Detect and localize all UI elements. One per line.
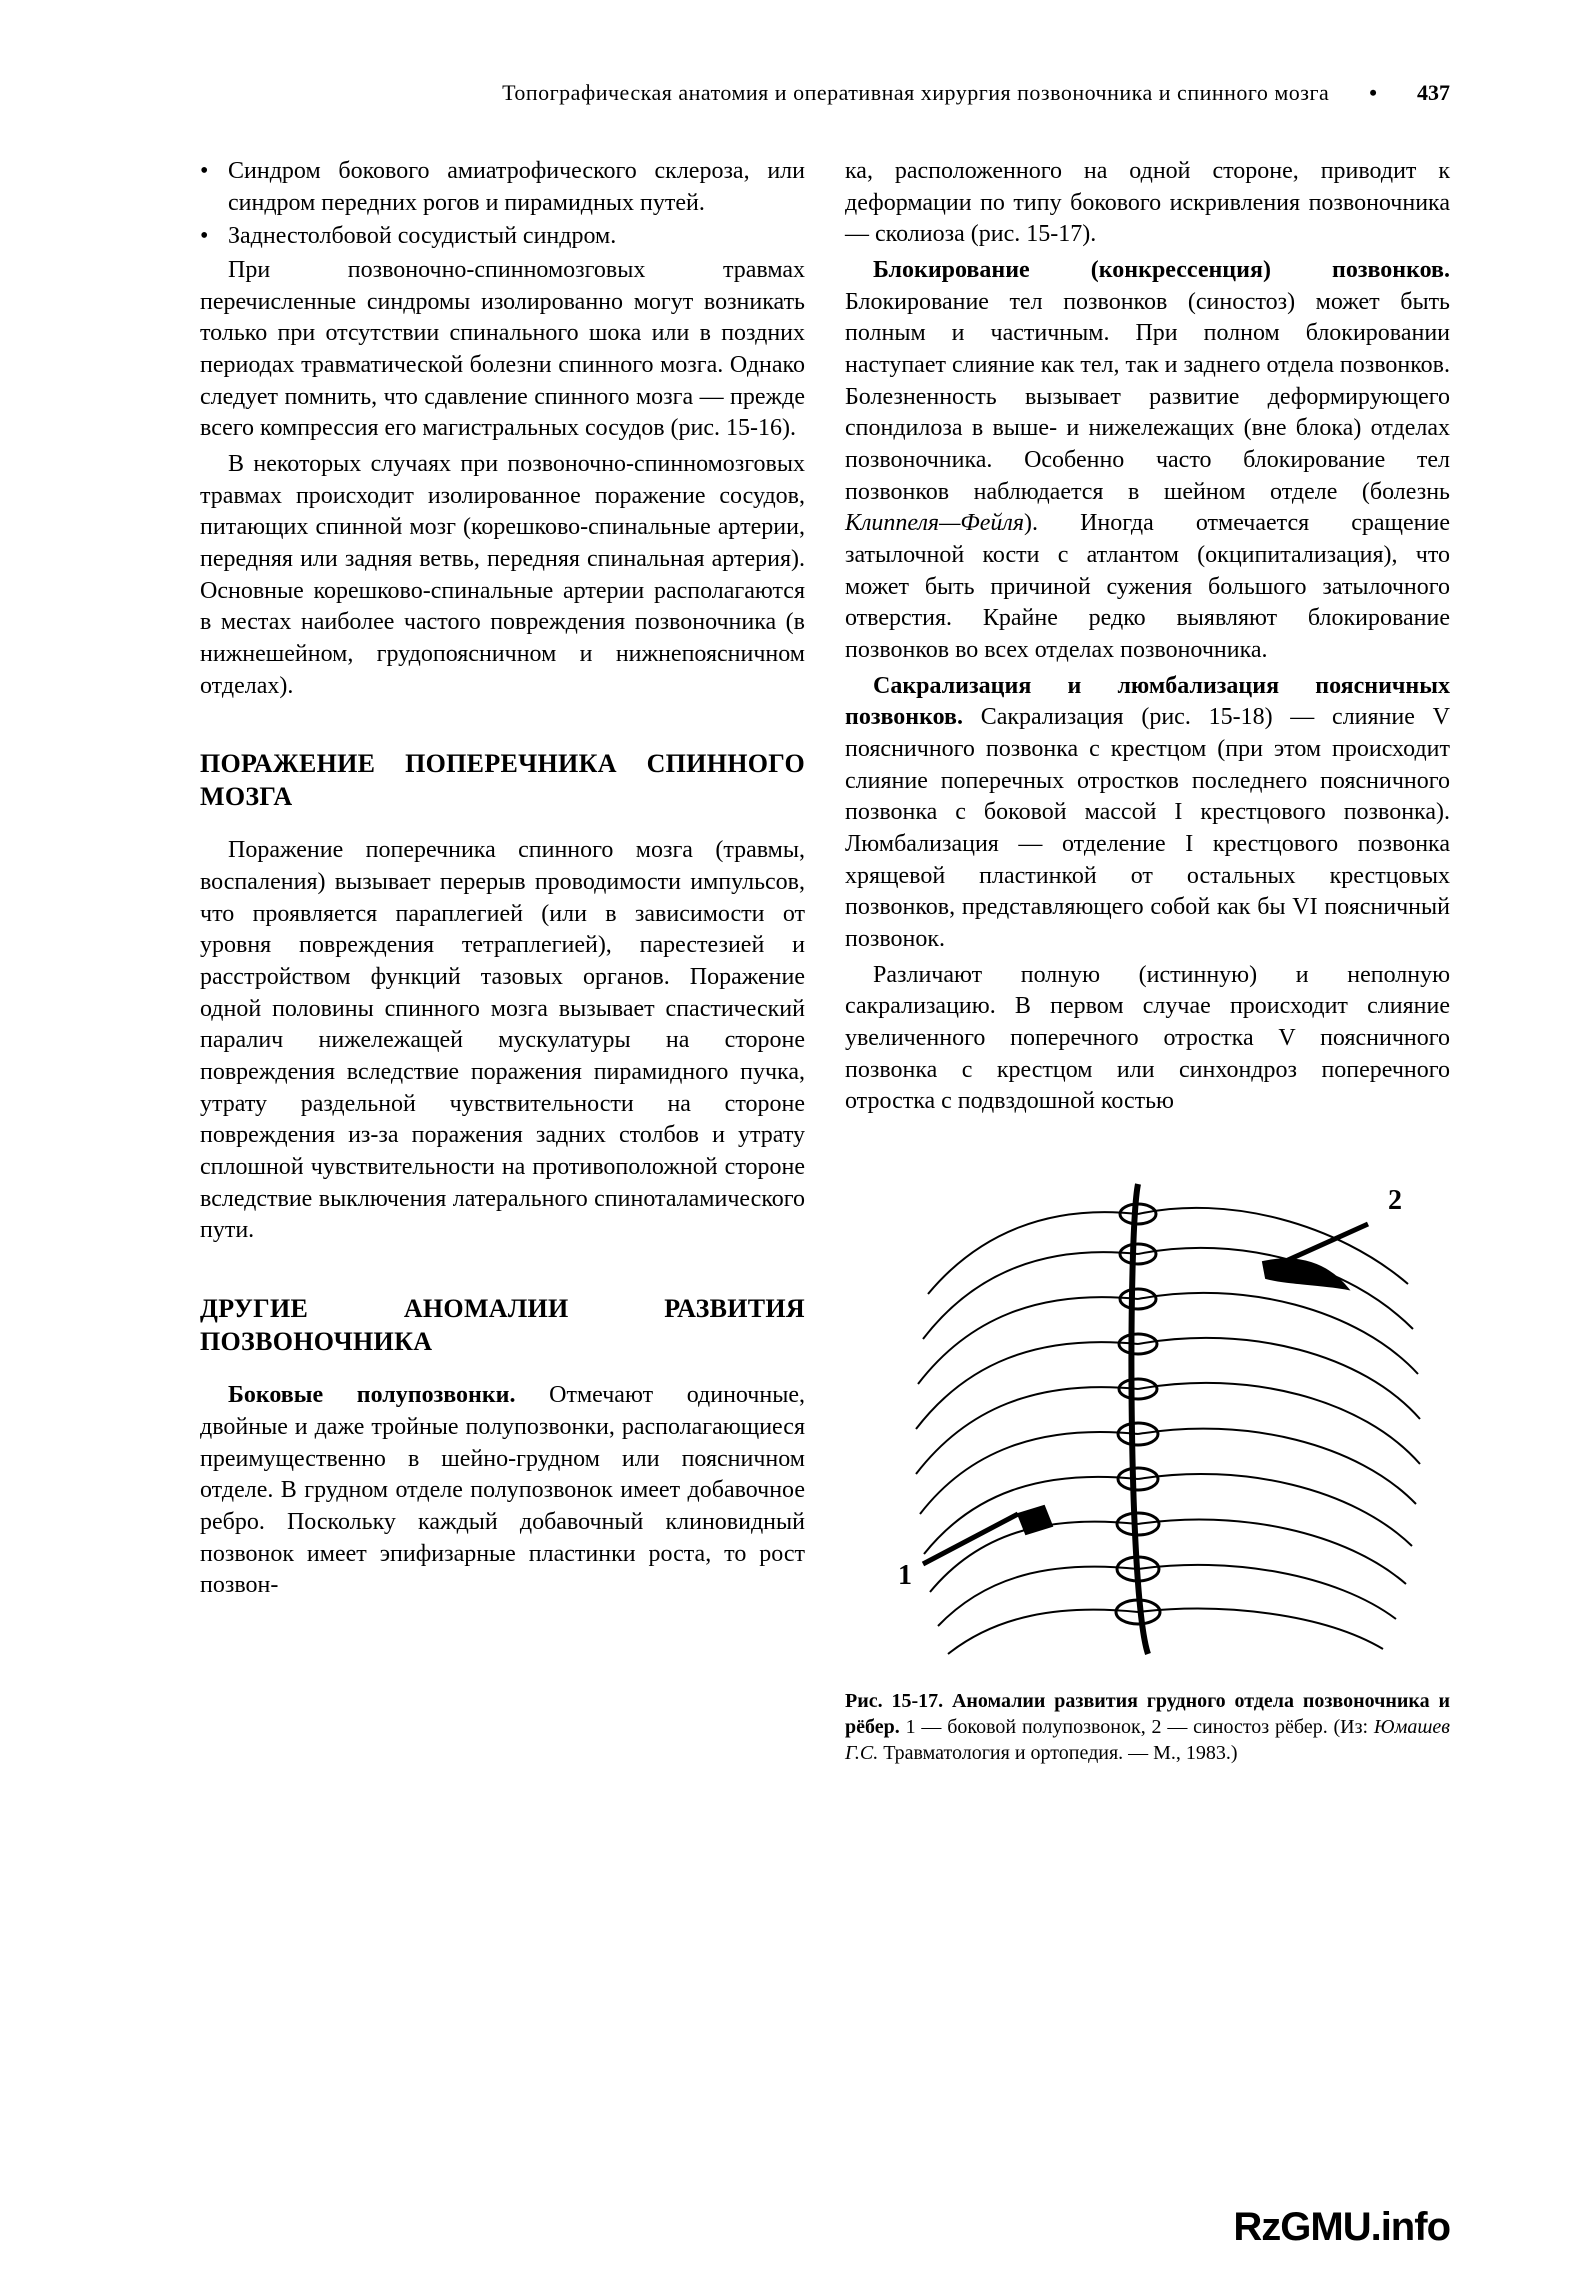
figure-caption-tail: Травматология и ортопедия. — М., 1983.): [878, 1742, 1237, 1764]
paragraph: В некоторых случаях при позвоночно-спинн…: [200, 449, 805, 702]
bullet-dot: •: [200, 221, 218, 253]
watermark: RzGMU.info: [1233, 2205, 1450, 2250]
paragraph: Поражение поперечника спинного мозга (тр…: [200, 835, 805, 1247]
bullet-item: • Заднестолбовой сосудистый синдром.: [200, 221, 805, 253]
left-column: • Синдром бокового амиатрофического скле…: [200, 156, 805, 1766]
figure-label-1: 1: [898, 1560, 912, 1591]
paragraph-lead: Блокирование (конкрессенция) позвонков.: [873, 257, 1450, 283]
paragraph-body: Блокирование тел позвонков (синостоз) мо…: [845, 289, 1450, 505]
page: Топографическая анатомия и оперативная х…: [0, 0, 1590, 2272]
bullet-text: Синдром бокового амиатрофического склеро…: [228, 156, 805, 219]
paragraph-body: Сакрализация (рис. 15-18) — слияние V по…: [845, 704, 1450, 952]
paragraph: Блокирование (конкрессенция) позвонков. …: [845, 255, 1450, 667]
section-title: ДРУГИЕ АНОМАЛИИ РАЗВИТИЯ ПОЗВОНОЧНИКА: [200, 1293, 805, 1358]
bullet-text: Заднестолбовой сосудистый синдром.: [228, 221, 805, 253]
figure: 1 2 Рис. 15-17. Аномалии развития грудно…: [845, 1154, 1450, 1766]
paragraph-lead: Боковые полупозвонки.: [228, 1382, 516, 1408]
page-number: 437: [1417, 80, 1450, 106]
paragraph-body: Отмечают одиночные, двойные и даже тройн…: [200, 1382, 805, 1598]
figure-illustration: 1 2: [845, 1154, 1450, 1674]
figure-label-2: 2: [1388, 1185, 1402, 1216]
eponym: Клиппеля—Фейля: [845, 510, 1024, 536]
running-header: Топографическая анатомия и оперативная х…: [200, 80, 1450, 106]
paragraph: При позвоночно-спинномозговых травмах пе…: [200, 255, 805, 445]
paragraph: Различают полную (истинную) и неполную с…: [845, 960, 1450, 1118]
section-title: ПОРАЖЕНИЕ ПОПЕРЕЧНИКА СПИННОГО МОЗГА: [200, 748, 805, 813]
right-column: ка, расположенного на одной стороне, при…: [845, 156, 1450, 1766]
paragraph: Сакрализация и люмбализация поясничных п…: [845, 671, 1450, 956]
paragraph: Боковые полупозвонки. Отмечают одиночные…: [200, 1380, 805, 1602]
bullet-item: • Синдром бокового амиатрофического скле…: [200, 156, 805, 219]
figure-caption-body: 1 — боковой полупозвонок, 2 — синостоз р…: [900, 1716, 1374, 1738]
spine-illustration-svg: 1 2: [868, 1154, 1428, 1674]
header-separator: •: [1369, 80, 1377, 106]
two-column-layout: • Синдром бокового амиатрофического скле…: [200, 156, 1450, 1766]
running-title: Топографическая анатомия и оперативная х…: [502, 80, 1329, 106]
paragraph: ка, расположенного на одной стороне, при…: [845, 156, 1450, 251]
bullet-dot: •: [200, 156, 218, 219]
figure-caption: Рис. 15-17. Аномалии развития грудного о…: [845, 1688, 1450, 1766]
